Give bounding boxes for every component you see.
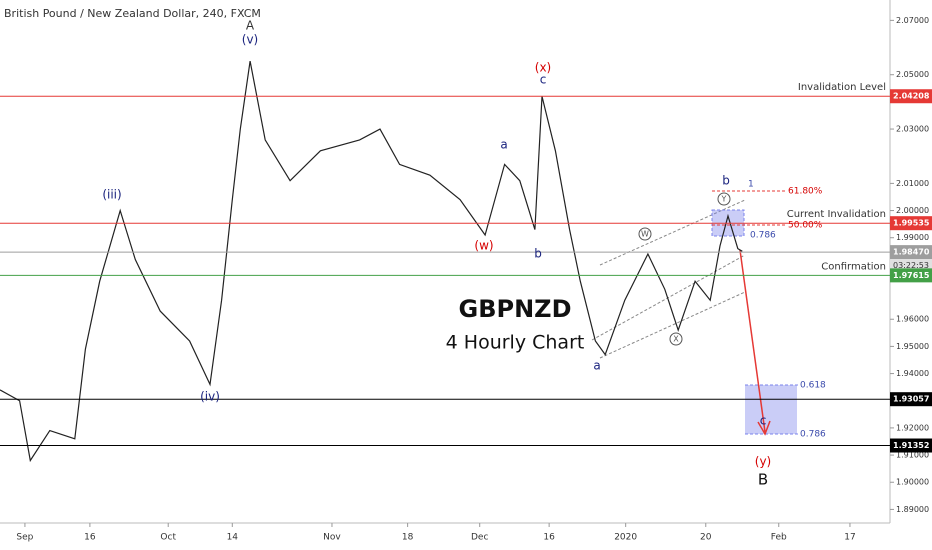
wave-circle xyxy=(669,332,683,346)
channel-upper xyxy=(599,199,746,266)
x-tick-label: 16 xyxy=(84,533,96,543)
x-tick-label: 20 xyxy=(700,533,712,543)
y-tick-label: 1.92000 xyxy=(896,423,929,432)
level-name: Current Invalidation xyxy=(787,209,886,220)
x-tick-label: 17 xyxy=(844,533,855,543)
fib-label: 50.00% xyxy=(788,221,823,231)
wave-label: (iii) xyxy=(102,188,121,202)
wave-label: X xyxy=(673,335,679,344)
wave-label: a xyxy=(500,138,507,152)
y-tick-label: 1.89000 xyxy=(896,505,929,514)
target-zone xyxy=(745,385,797,434)
y-tick-label: 1.91000 xyxy=(896,451,929,460)
x-tick-label: Dec xyxy=(471,533,488,543)
x-tick-label: Sep xyxy=(16,533,33,543)
wave-label: c xyxy=(540,73,547,87)
y-tick-label: 1.96000 xyxy=(896,315,929,324)
y-tick-label: 1.99000 xyxy=(896,233,929,242)
y-tick-label: 2.01000 xyxy=(896,179,929,188)
x-tick-label: Oct xyxy=(160,533,176,543)
arrow-head xyxy=(757,420,771,436)
y-tick-label: 2.07000 xyxy=(896,16,929,25)
price-label: 1.93057 xyxy=(893,395,929,404)
x-tick-label: 14 xyxy=(227,533,239,543)
chart-subheading: 4 Hourly Chart xyxy=(446,332,585,354)
price-label: 1.91352 xyxy=(893,441,929,450)
wave-label: c xyxy=(760,414,767,428)
fib-label: 0.786 xyxy=(800,430,826,440)
price-label: 1.99535 xyxy=(893,219,930,228)
fib-label: 0.786 xyxy=(750,231,776,241)
wave-label: A xyxy=(246,19,255,33)
level-name: Invalidation Level xyxy=(798,82,886,93)
x-tick-label: Nov xyxy=(323,533,341,543)
y-tick-label: 1.94000 xyxy=(896,369,929,378)
wave-label: (w) xyxy=(474,239,493,253)
wave-circle xyxy=(717,192,731,206)
projection-arrow xyxy=(739,249,766,433)
price-line xyxy=(0,60,743,463)
x-tick-label: 18 xyxy=(402,533,414,543)
chart-heading: GBPNZD xyxy=(459,295,572,323)
price-label: 1.97615 xyxy=(893,271,930,280)
wave-label: (x) xyxy=(535,61,551,75)
price-label-box xyxy=(890,89,932,104)
channel-middle xyxy=(591,254,746,341)
wave-label: B xyxy=(758,471,768,489)
x-tick-label: Feb xyxy=(771,533,787,543)
y-tick-label: 2.05000 xyxy=(896,70,929,79)
channel-lower xyxy=(599,291,746,359)
fib-label: 61.80% xyxy=(788,187,823,197)
x-tick-label: 16 xyxy=(543,533,555,543)
y-tick-label: 1.90000 xyxy=(896,478,929,487)
price-label-box xyxy=(890,216,932,231)
chart-title: British Pound / New Zealand Dollar, 240,… xyxy=(4,7,261,20)
price-label-box xyxy=(890,392,932,407)
fib-label: 1 xyxy=(748,180,754,190)
wave-label: b xyxy=(534,247,542,261)
fib-label: 0.618 xyxy=(800,381,826,391)
y-tick-label: 1.95000 xyxy=(896,342,929,351)
x-tick-label: 2020 xyxy=(614,533,637,543)
y-tick-label: 2.03000 xyxy=(896,125,929,134)
y-tick-label: 2.00000 xyxy=(896,206,929,215)
price-label: 2.04208 xyxy=(893,92,930,101)
wave-label: (v) xyxy=(242,33,258,47)
wave-label: b xyxy=(722,174,730,188)
wave-circle xyxy=(638,227,652,241)
price-label: 1.98470 xyxy=(893,248,930,257)
wave-label: W xyxy=(641,230,649,239)
wave-label: Y xyxy=(721,195,727,204)
price-label-box xyxy=(890,245,932,260)
level-name: Confirmation xyxy=(821,261,886,272)
price-label-box xyxy=(890,438,932,453)
wave-label: (y) xyxy=(755,455,771,469)
wave-label: a xyxy=(593,359,600,373)
countdown: 03:22:53 xyxy=(893,261,929,270)
price-label-box xyxy=(890,268,932,283)
wave-label: (iv) xyxy=(200,390,220,404)
